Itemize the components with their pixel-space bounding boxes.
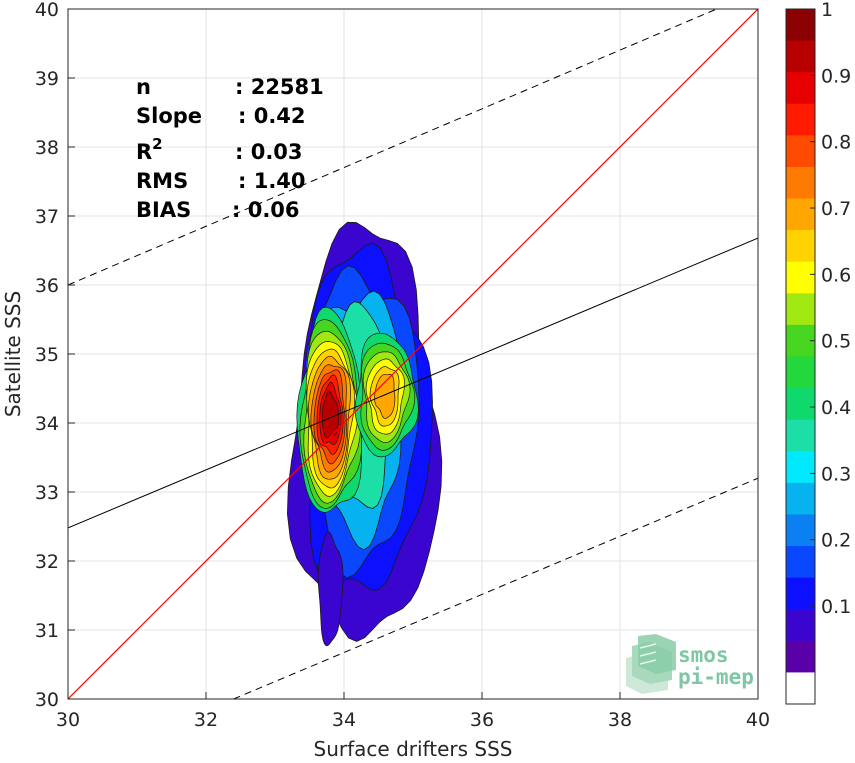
colorbar-segment <box>786 103 815 136</box>
contour-peak-1 <box>321 391 340 439</box>
colorbar-tick-label: 1 <box>821 0 833 21</box>
stat-value: : 1.40 <box>238 169 306 193</box>
colorbar-segment <box>786 261 815 294</box>
colorbar-segment <box>786 166 815 200</box>
colorbar-segment <box>786 356 815 389</box>
colorbar-frame <box>785 8 816 705</box>
colorbar-tick-label: 0.3 <box>821 463 851 485</box>
colorbar-tick-label: 0.5 <box>821 331 851 353</box>
colorbar-segment <box>786 672 815 705</box>
x-tick-label: 34 <box>332 709 356 731</box>
y-tick-label: 32 <box>35 551 59 573</box>
stat-label: RMS <box>136 169 188 193</box>
stat-value: : 0.06 <box>232 198 300 222</box>
x-tick-label: 36 <box>470 709 494 731</box>
y-tick-label: 31 <box>35 620 59 642</box>
colorbar-segment <box>786 609 815 642</box>
y-axis-label: Satellite SSS <box>1 291 25 417</box>
colorbar-segment <box>786 451 815 484</box>
stat-value: : 22581 <box>235 75 324 99</box>
stat-value: : 0.42 <box>238 104 306 128</box>
identity-line <box>68 9 758 699</box>
colorbar-tick-label: 0.8 <box>821 132 851 154</box>
stat-label: n <box>136 75 151 99</box>
y-tick-label: 35 <box>35 344 59 366</box>
colorbar-tick-label: 0.4 <box>821 397 851 419</box>
y-tick-label: 36 <box>35 275 59 297</box>
y-tick-label: 38 <box>35 137 59 159</box>
y-axis-ticks: 30 31 32 33 34 35 36 37 38 39 40 <box>35 0 75 711</box>
colorbar-tick-label: 0.2 <box>821 530 851 552</box>
x-tick-label: 38 <box>608 709 632 731</box>
colorbar-tick-label: 0.6 <box>821 264 851 286</box>
colorbar-tick-label: 0.7 <box>821 198 851 220</box>
colorbar-segment <box>786 9 815 42</box>
colorbar-segment <box>786 482 815 515</box>
contour-peak-2 <box>374 374 396 419</box>
x-axis-label: Surface drifters SSS <box>314 737 513 761</box>
stat-superscript: 2 <box>152 135 162 153</box>
colorbar-segment <box>786 577 815 610</box>
bound-line-dashed <box>233 477 758 699</box>
x-tick-label: 32 <box>194 709 218 731</box>
density-contours <box>286 221 443 647</box>
reference-lines <box>68 9 758 699</box>
stat-value: : 0.03 <box>235 140 303 164</box>
y-tick-label: 37 <box>35 206 59 228</box>
logo-line2: pi-mep <box>678 665 754 689</box>
stat-label: BIAS <box>136 198 191 222</box>
y-tick-label: 30 <box>35 689 59 711</box>
colorbar-segment <box>786 514 815 547</box>
x-tick-label: 30 <box>56 709 80 731</box>
colorbar-segment <box>786 230 815 263</box>
colorbar-segment <box>786 72 815 105</box>
y-tick-label: 33 <box>35 482 59 504</box>
y-tick-label: 34 <box>35 413 59 435</box>
colorbar-segment <box>786 546 815 579</box>
colorbar-segment <box>786 135 815 168</box>
colorbar-segment <box>786 419 815 452</box>
colorbar-tick-label: 0.1 <box>821 596 851 618</box>
colorbar-segment <box>786 640 815 673</box>
colorbar-segment <box>786 388 815 421</box>
x-axis-ticks: 30 32 34 36 38 40 <box>56 692 770 731</box>
bound-line-dashed <box>68 9 717 286</box>
smos-pimep-logo: smos pi-mep <box>626 634 754 694</box>
stat-label: Slope <box>136 104 202 128</box>
colorbar-segment <box>786 40 815 73</box>
contour-tail <box>317 531 344 647</box>
colorbar: 0.1 0.2 0.3 0.4 0.5 0.6 0.7 0.8 0.9 1 <box>785 0 851 705</box>
logo-line1: smos <box>678 643 729 667</box>
x-tick-label: 40 <box>746 709 770 731</box>
colorbar-segment <box>786 198 815 231</box>
colorbar-segment <box>786 293 815 326</box>
colorbar-tick-label: 0.9 <box>821 65 851 87</box>
y-tick-label: 40 <box>35 0 59 21</box>
regression-line <box>68 237 758 529</box>
y-tick-label: 39 <box>35 68 59 90</box>
